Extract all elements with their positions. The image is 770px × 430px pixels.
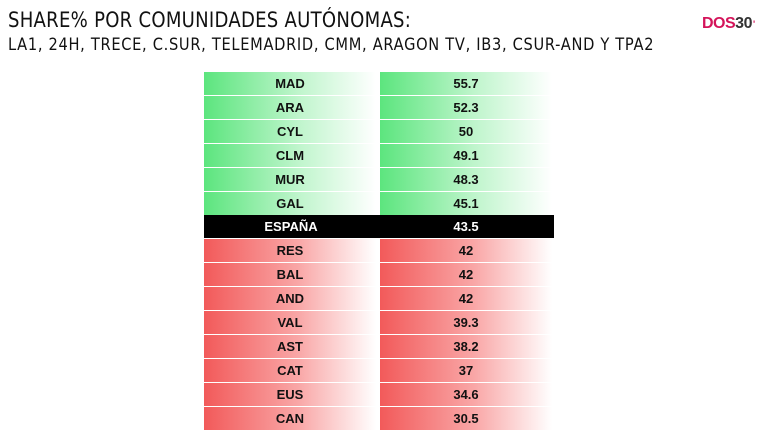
table-row: ARA 52.3 <box>0 95 770 119</box>
logo-num: 30 <box>735 15 752 32</box>
region-name-cell: ESPAÑA <box>204 215 378 239</box>
share-value-cell: 37 <box>380 358 552 382</box>
table-row: AND 42 <box>0 287 770 311</box>
chart-title: SHARE% POR COMUNIDADES AUTÓNOMAS: <box>8 8 412 32</box>
logo-dos: DOS <box>702 15 736 32</box>
table-row: CAN 30.5 <box>0 406 770 430</box>
table-row: GAL 45.1 <box>0 191 770 215</box>
share-value-cell: 55.7 <box>380 72 552 95</box>
share-value-cell: 50 <box>380 119 552 143</box>
logo-sup: ' <box>752 19 755 29</box>
share-value-cell: 34.6 <box>380 382 552 406</box>
region-name-cell: EUS <box>204 382 376 406</box>
table-row: BAL 42 <box>0 263 770 287</box>
share-value-cell: 42 <box>380 287 552 311</box>
share-value-cell: 48.3 <box>380 167 552 191</box>
region-name-cell: GAL <box>204 191 376 215</box>
region-name-cell: MAD <box>204 72 376 95</box>
region-name-cell: AST <box>204 334 376 358</box>
table-row: CAT 37 <box>0 358 770 382</box>
reference-row: ESPAÑA 43.5 <box>0 215 770 239</box>
table-row: EUS 34.6 <box>0 382 770 406</box>
table-row: RES 42 <box>0 239 770 263</box>
table-row: AST 38.2 <box>0 334 770 358</box>
region-name-cell: CAT <box>204 358 376 382</box>
share-value-cell: 43.5 <box>378 215 554 239</box>
share-value-cell: 39.3 <box>380 311 552 334</box>
region-name-cell: CLM <box>204 143 376 167</box>
table-row: CYL 50 <box>0 119 770 143</box>
region-name-cell: RES <box>204 239 376 263</box>
region-name-cell: CYL <box>204 119 376 143</box>
table-row: CLM 49.1 <box>0 143 770 167</box>
share-value-cell: 49.1 <box>380 143 552 167</box>
table-row: MAD 55.7 <box>0 72 770 95</box>
region-name-cell: BAL <box>204 263 376 287</box>
share-value-cell: 38.2 <box>380 334 552 358</box>
brand-logo: DOS30' <box>702 15 755 33</box>
region-name-cell: AND <box>204 287 376 311</box>
table-row: MUR 48.3 <box>0 167 770 191</box>
share-value-cell: 30.5 <box>380 406 552 430</box>
chart-subtitle: LA1, 24H, TRECE, C.SUR, TELEMADRID, CMM,… <box>8 35 655 55</box>
table-row: VAL 39.3 <box>0 311 770 334</box>
share-value-cell: 42 <box>380 239 552 263</box>
share-value-cell: 52.3 <box>380 95 552 119</box>
region-name-cell: ARA <box>204 95 376 119</box>
region-name-cell: MUR <box>204 167 376 191</box>
region-name-cell: VAL <box>204 311 376 334</box>
region-name-cell: CAN <box>204 406 376 430</box>
share-value-cell: 45.1 <box>380 191 552 215</box>
share-value-cell: 42 <box>380 263 552 287</box>
